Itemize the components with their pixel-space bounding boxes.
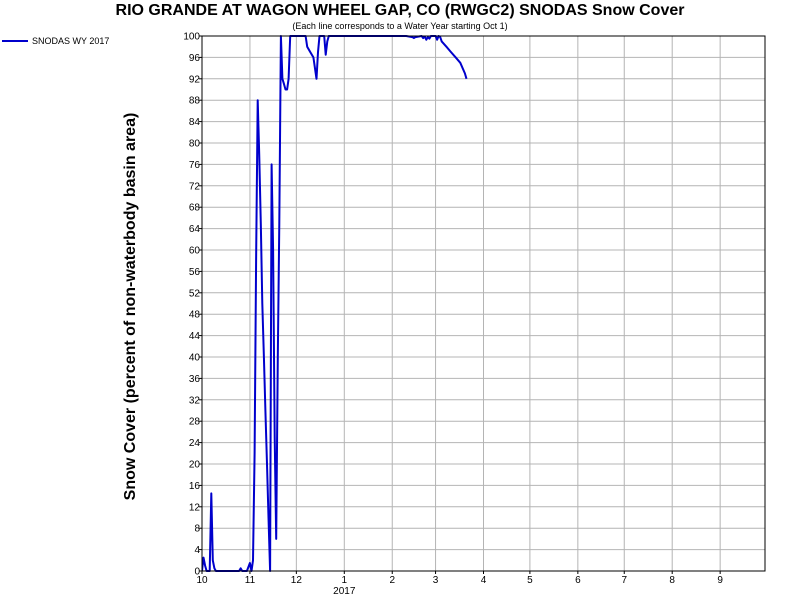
y-tick-label: 48 — [189, 310, 201, 321]
y-tick-label: 52 — [189, 288, 201, 299]
x-tick-label: 10 — [196, 575, 208, 586]
x-tick-label: 3 — [433, 575, 439, 586]
x-tick-label: 2 — [389, 575, 395, 586]
y-tick-label: 8 — [194, 524, 200, 535]
y-tick-label: 12 — [189, 502, 201, 513]
y-tick-label: 4 — [194, 545, 200, 556]
y-tick-label: 36 — [189, 374, 201, 385]
x-tick-label: 6 — [575, 575, 581, 586]
y-tick-label: 56 — [189, 267, 201, 278]
y-tick-label: 76 — [189, 160, 201, 171]
y-tick-label: 28 — [189, 417, 201, 428]
legend: SNODAS WY 2017 — [2, 35, 109, 47]
x-tick-label: 5 — [527, 575, 533, 586]
x-tick-label: 7 — [621, 575, 627, 586]
y-tick-label: 96 — [189, 53, 201, 64]
legend-swatch — [2, 40, 28, 42]
y-tick-label: 92 — [189, 74, 201, 85]
plot-frame — [201, 35, 766, 572]
y-tick-label: 88 — [189, 96, 201, 107]
legend-label: SNODAS WY 2017 — [32, 36, 110, 46]
chart-subtitle: (Each line corresponds to a Water Year s… — [292, 21, 508, 31]
y-tick-label: 68 — [189, 203, 201, 214]
y-tick-label: 20 — [189, 460, 201, 471]
x-tick-label: 9 — [717, 575, 723, 586]
x-year-label: 2017 — [333, 586, 356, 597]
x-tick-label: 12 — [291, 575, 303, 586]
y-axis-label: Snow Cover (percent of non-waterbody bas… — [122, 113, 139, 501]
x-tick-label: 4 — [481, 575, 487, 586]
x-tick-label: 8 — [669, 575, 675, 586]
x-tick-label: 11 — [245, 575, 256, 586]
y-tick-label: 60 — [189, 246, 201, 257]
x-tick-label: 1 — [342, 575, 348, 586]
y-tick-label: 84 — [189, 117, 201, 128]
y-tick-label: 32 — [189, 395, 201, 406]
y-tick-label: 44 — [189, 331, 201, 342]
y-tick-label: 24 — [189, 438, 201, 449]
y-tick-label: 72 — [189, 181, 201, 192]
y-tick-label: 100 — [183, 32, 200, 43]
y-tick-label: 40 — [189, 353, 201, 364]
y-tick-label: 0 — [194, 567, 200, 578]
y-tick-label: 16 — [189, 481, 201, 492]
chart-title: RIO GRANDE AT WAGON WHEEL GAP, CO (RWGC2… — [115, 2, 685, 19]
y-tick-label: 80 — [189, 139, 201, 150]
y-tick-label: 64 — [189, 224, 201, 235]
